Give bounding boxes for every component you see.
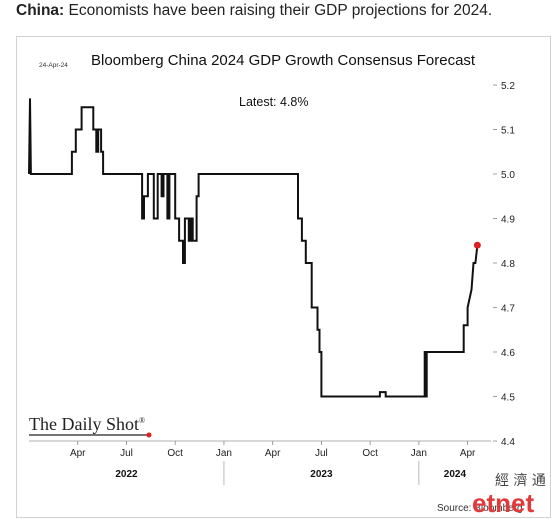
x-year-label: 2024 (444, 469, 467, 480)
latest-point-marker (473, 241, 481, 249)
x-tick-label: Apr (460, 448, 476, 459)
series-line (28, 98, 479, 398)
caption-text: Economists have been raising their GDP p… (64, 2, 493, 19)
x-tick-label: Jan (216, 448, 232, 459)
x-tick-label: Jul (120, 448, 133, 459)
y-tick-label: 5.1 (501, 126, 515, 137)
y-tick-label: 4.8 (501, 259, 515, 270)
x-tick-label: Jul (315, 448, 328, 459)
x-tick-label: Jan (411, 448, 427, 459)
watermark-en: etnet (472, 488, 534, 518)
caption-country: China: (16, 2, 65, 19)
source-note: Source: Bloomberg (437, 503, 523, 514)
y-axis: 5.2 5.1 5.0 4.9 4.8 4.7 4.6 4.5 4.4 (493, 81, 515, 448)
y-tick-label: 5.0 (501, 170, 515, 181)
latest-annotation: Latest: 4.8% (239, 95, 309, 109)
x-tick-label: Oct (167, 448, 183, 459)
chart-frame: 24-Apr-24 Bloomberg China 2024 GDP Growt… (16, 36, 551, 518)
x-axis: Apr Jul Oct Jan Apr Jul Oct Jan Apr 2022 2023 2024 (29, 440, 491, 485)
y-tick-label: 4.7 (501, 304, 515, 315)
date-stamp: 24-Apr-24 (39, 62, 68, 69)
gdp-forecast-chart: 24-Apr-24 Bloomberg China 2024 GDP Growt… (28, 52, 546, 518)
chart-caption: China: Economists have been raising thei… (16, 2, 546, 20)
chart-title: Bloomberg China 2024 GDP Growth Consensu… (91, 52, 476, 69)
y-tick-label: 5.2 (501, 81, 515, 92)
brand-dot (146, 432, 152, 438)
brand-mark: ® (139, 416, 145, 425)
y-tick-label: 4.5 (501, 393, 515, 404)
x-year-label: 2022 (115, 469, 138, 480)
x-year-label: 2023 (310, 469, 333, 480)
y-tick-label: 4.4 (501, 437, 515, 448)
watermark-cn: 經 濟 通 (495, 473, 546, 489)
y-tick-label: 4.9 (501, 215, 515, 226)
x-tick-label: Apr (265, 448, 281, 459)
x-tick-label: Oct (362, 448, 378, 459)
brand-name: The Daily Shot (29, 414, 139, 434)
svg-text:The Daily Shot®: The Daily Shot® (29, 414, 145, 434)
x-tick-label: Apr (70, 448, 86, 459)
daily-shot-logo: The Daily Shot® (29, 414, 152, 438)
y-tick-label: 4.6 (501, 348, 515, 359)
